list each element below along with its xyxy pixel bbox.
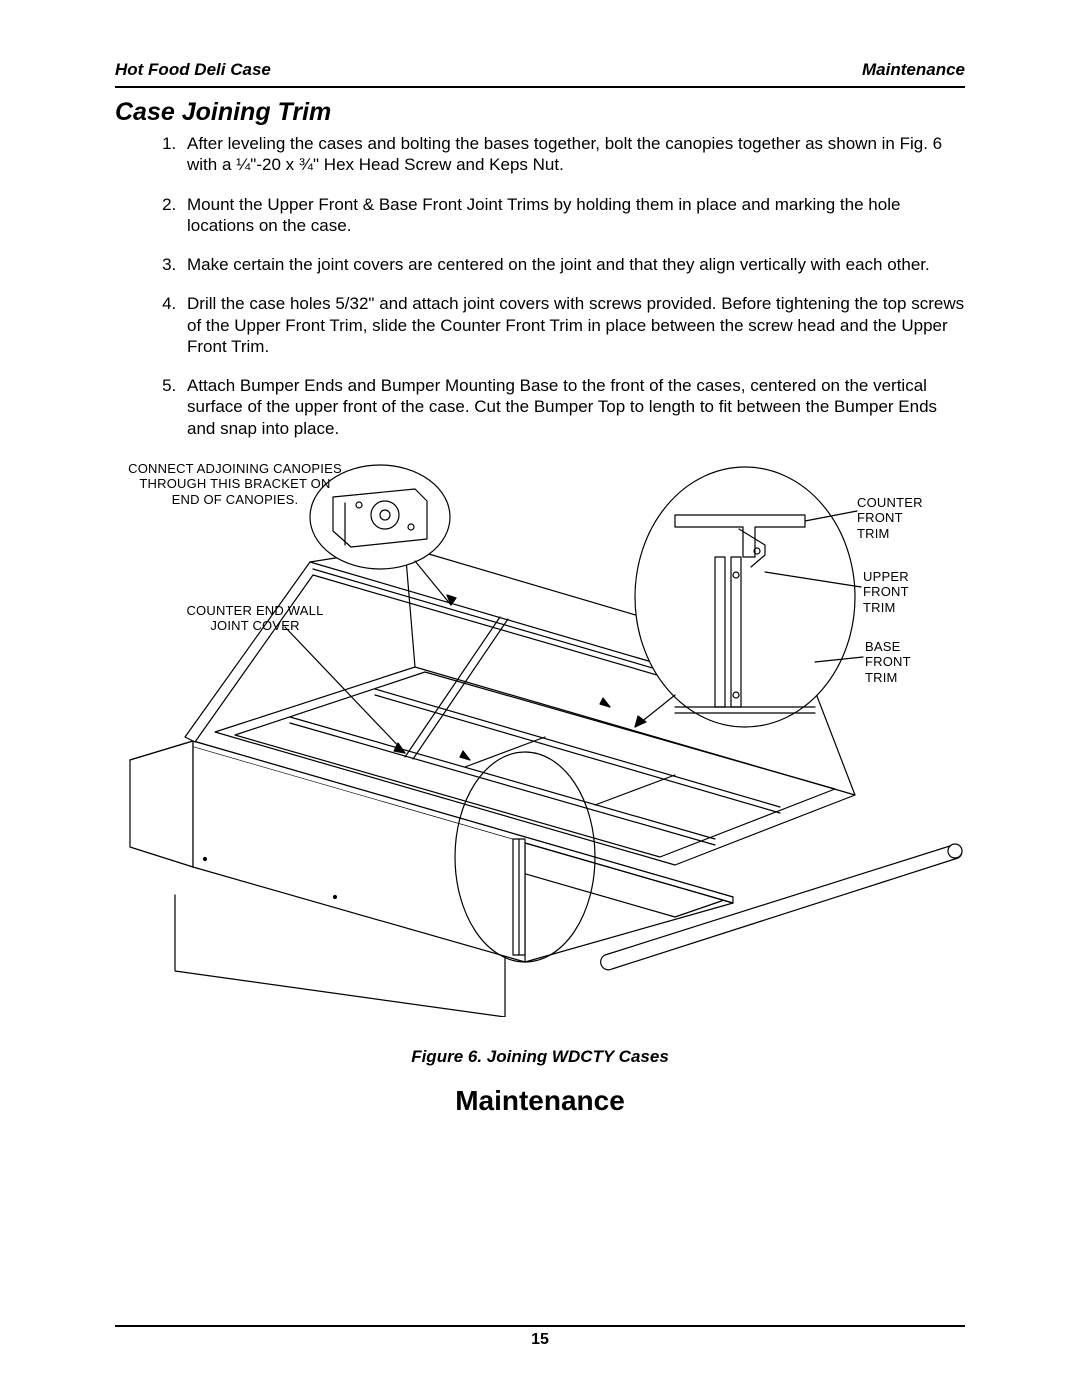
page-header: Hot Food Deli Case Maintenance — [115, 60, 965, 80]
list-item: Mount the Upper Front & Base Front Joint… — [181, 194, 965, 237]
figure-caption: Figure 6. Joining WDCTY Cases — [115, 1047, 965, 1067]
list-item: After leveling the cases and bolting the… — [181, 133, 965, 176]
header-rule — [115, 86, 965, 88]
callout-counter-end-wall: COUNTER END WALLJOINT COVER — [170, 603, 340, 634]
steps-list: After leveling the cases and bolting the… — [115, 133, 965, 439]
callout-base-front-trim: BASEFRONTTRIM — [865, 639, 945, 686]
footer-rule — [115, 1325, 965, 1327]
maintenance-heading: Maintenance — [115, 1085, 965, 1117]
page: Hot Food Deli Case Maintenance Case Join… — [0, 0, 1080, 1397]
section-title: Case Joining Trim — [115, 98, 965, 127]
detail-front-trims — [635, 467, 863, 727]
list-item: Make certain the joint covers are center… — [181, 254, 965, 275]
page-footer: 15 — [115, 1325, 965, 1349]
page-number: 15 — [115, 1331, 965, 1349]
figure-svg — [115, 457, 965, 1017]
joint-cover-front — [513, 839, 525, 955]
header-left: Hot Food Deli Case — [115, 60, 271, 80]
callout-canopy-bracket: CONNECT ADJOINING CANOPIESTHROUGH THIS B… — [125, 461, 345, 508]
callout-counter-front-trim: COUNTERFRONTTRIM — [857, 495, 947, 542]
header-right: Maintenance — [862, 60, 965, 80]
figure: CONNECT ADJOINING CANOPIESTHROUGH THIS B… — [115, 457, 965, 1017]
list-item: Attach Bumper Ends and Bumper Mounting B… — [181, 375, 965, 439]
callout-upper-front-trim: UPPERFRONTTRIM — [863, 569, 943, 616]
list-item: Drill the case holes 5/32" and attach jo… — [181, 293, 965, 357]
